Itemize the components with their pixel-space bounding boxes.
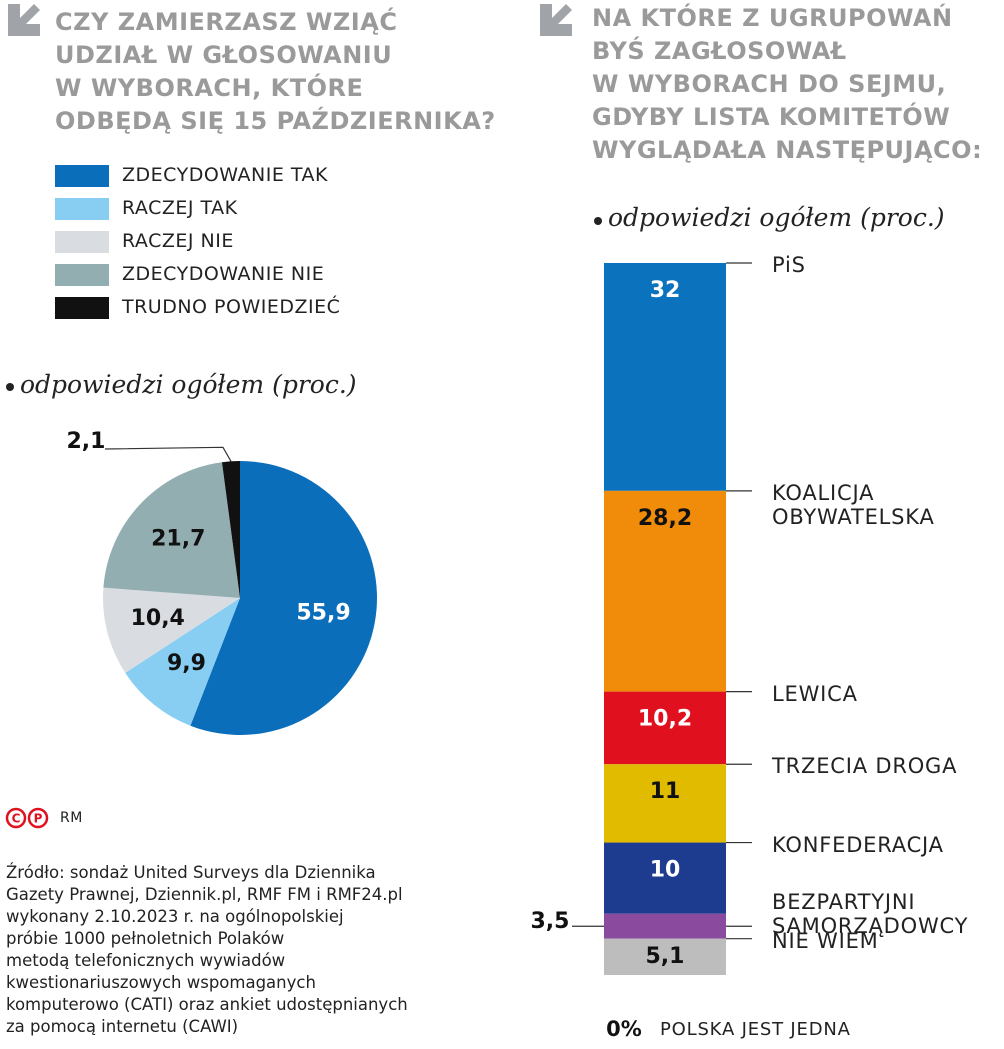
value-label: 11 (650, 779, 681, 804)
legend-label: RACZEJ NIE (122, 230, 234, 252)
category-label: POLSKA JEST JEDNA (660, 1019, 851, 1040)
legend-swatch (55, 198, 109, 220)
source: Źródło: sondaż United Surveys dla Dzienn… (6, 862, 408, 1038)
pie-slice (102, 587, 240, 673)
bar-segment (604, 842, 726, 914)
category-label: KOALICJA OBYWATELSKA (772, 480, 935, 529)
rights-letter: P (34, 812, 43, 826)
category-label: BEZPARTYJNI SAMORZĄDOWCY (772, 890, 969, 939)
title-line: WYGLĄDAŁA NASTĘPUJĄCO: (592, 136, 983, 164)
title-line: CZY ZAMIERZASZ WZIĄĆ (55, 8, 398, 36)
value-label: 5,1 (646, 944, 685, 969)
source-line: komputerowo (CATI) oraz ankiet udostępni… (6, 995, 408, 1014)
category-label: NIE WIEM (772, 928, 879, 953)
category-label: TRZECIA DROGA (772, 754, 958, 779)
title-line: W WYBORACH, KTÓRE (55, 74, 364, 102)
category-label: LEWICA (772, 681, 858, 706)
source-line: próbie 1000 pełnoletnich Polaków (6, 929, 285, 948)
value-label: 3,5 (531, 909, 570, 934)
pie-slice (221, 461, 240, 598)
legend-label: ZDECYDOWANIE TAK (122, 164, 328, 186)
value-label: 21,7 (151, 527, 205, 552)
credit: RM (60, 810, 83, 826)
legend-swatch (55, 231, 109, 253)
rights-letter: C (12, 812, 21, 826)
title-line: UDZIAŁ W GŁOSOWANIU (55, 41, 393, 69)
bar-segment (604, 913, 726, 939)
source-line: Źródło: sondaż United Surveys dla Dzienn… (6, 863, 376, 882)
legend-label: ZDECYDOWANIE NIE (122, 263, 325, 285)
value-label: 10 (650, 858, 681, 883)
bar-segment (604, 938, 726, 975)
title-line: BYŚ ZAGŁOSOWAŁ (592, 37, 847, 65)
pie-slice (125, 598, 240, 726)
legend-swatch (55, 264, 109, 286)
rights-icon (5, 807, 27, 829)
rights-icon (27, 807, 49, 829)
value-label: 2,1 (67, 429, 106, 454)
source-line: Gazety Prawnej, Dziennik.pl, RMF FM i RM… (6, 885, 403, 904)
value-label: 10,4 (131, 606, 185, 631)
subtitle: odpowiedzi ogółem (proc.) (608, 203, 945, 232)
title-line: ODBĘDĄ SIĘ 15 PAŹDZIERNIKA? (55, 107, 496, 135)
pie-slice (190, 461, 378, 735)
category-label: KONFEDERACJA (772, 832, 944, 857)
title-line: GDYBY LISTA KOMITETÓW (592, 103, 951, 131)
arrow-icon (8, 4, 40, 36)
value-label: 28,2 (638, 506, 692, 531)
bar-segment (604, 691, 726, 765)
legend-swatch (55, 165, 109, 187)
pie-slice (103, 462, 241, 598)
source-line: metodą telefonicznych wywiadów (6, 951, 286, 970)
value-label: 10,2 (638, 707, 692, 732)
category-label: PiS (772, 253, 806, 277)
legend-label: RACZEJ TAK (122, 197, 238, 219)
arrow-icon (540, 4, 572, 36)
bar-segment (604, 764, 726, 843)
bullet (594, 217, 602, 225)
legend-swatch (55, 297, 109, 319)
title-line: W WYBORACH DO SEJMU, (592, 70, 947, 98)
source-line: za pomocą internetu (CAWI) (6, 1017, 239, 1036)
value-label: 9,9 (167, 651, 206, 676)
value-label: 55,9 (296, 601, 350, 626)
value-label: 32 (650, 278, 681, 303)
bullet (6, 383, 14, 391)
subtitle: odpowiedzi ogółem (proc.) (20, 370, 357, 399)
leader-line (104, 446, 232, 462)
value-label: 0% (606, 1017, 642, 1041)
source-line: kwestionariuszowych wspomaganych (6, 973, 316, 992)
title: NA KTÓRE Z UGRUPOWAŃ BYŚ ZAGŁOSOWAŁ W WYBO… (592, 2, 982, 167)
bar-segment (604, 490, 726, 692)
legend-label: TRUDNO POWIEDZIEĆ (122, 296, 341, 318)
title-line: NA KTÓRE Z UGRUPOWAŃ (592, 4, 953, 32)
source-line: wykonany 2.10.2023 r. na ogólnopolskiej (6, 907, 344, 926)
title: CZY ZAMIERZASZ WZIĄĆ UDZIAŁ W GŁOSOWANIU W… (55, 6, 496, 138)
bar-segment (604, 263, 726, 491)
